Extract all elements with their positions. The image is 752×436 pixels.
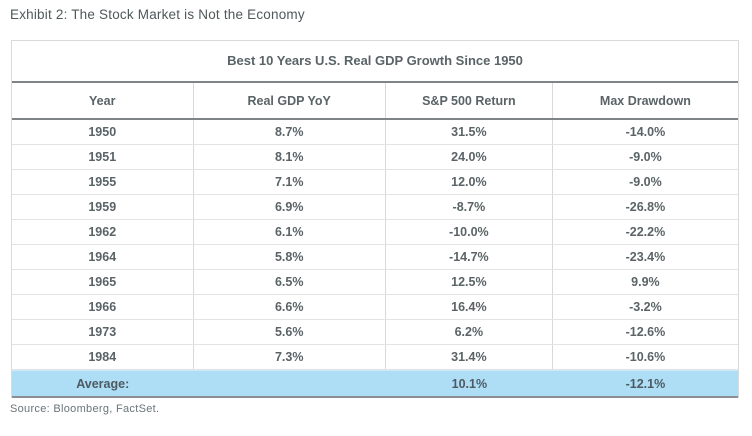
cell-sp500: 31.5%: [386, 120, 553, 144]
cell-gdp: 6.1%: [194, 220, 386, 244]
cell-gdp: 5.8%: [194, 245, 386, 269]
cell-drawdown: -22.2%: [625, 225, 666, 239]
cell-year: 1964: [12, 245, 194, 269]
cell-sp500: 24.0%: [386, 145, 553, 169]
cell-year: 1959: [12, 195, 194, 219]
column-header-sp500: S&P 500 Return: [386, 83, 553, 118]
cell-gdp: 8.7%: [194, 120, 386, 144]
cell-drawdown: -3.2%: [629, 300, 662, 314]
cell-sp500: 31.4%: [386, 345, 553, 369]
table-row: 1965 6.5% 12.5% 9.9%: [12, 270, 738, 295]
average-row: Average: 10.1% -12.1%: [12, 370, 738, 398]
table-row: 1955 7.1% 12.0% -9.0%: [12, 170, 738, 195]
cell-sp500: 12.0%: [386, 170, 553, 194]
cell-drawdown: 9.9%: [631, 275, 660, 289]
cell-drawdown: -9.0%: [629, 175, 662, 189]
cell-drawdown: -26.8%: [625, 200, 666, 214]
table-row: 1964 5.8% -14.7% -23.4%: [12, 245, 738, 270]
cell-year: 1955: [12, 170, 194, 194]
cell-drawdown: -23.4%: [625, 250, 666, 264]
average-label: Average:: [76, 376, 130, 391]
exhibit-title: Exhibit 2: The Stock Market is Not the E…: [10, 7, 305, 22]
table-row: 1984 7.3% 31.4% -10.6%: [12, 345, 738, 370]
table-row: 1966 6.6% 16.4% -3.2%: [12, 295, 738, 320]
column-header-gdp: Real GDP YoY: [194, 83, 386, 118]
table-row: 1951 8.1% 24.0% -9.0%: [12, 145, 738, 170]
average-drawdown-cell: -12.1%: [625, 376, 666, 391]
table-row: 1973 5.6% 6.2% -12.6%: [12, 320, 738, 345]
table-row: 1950 8.7% 31.5% -14.0%: [12, 120, 738, 145]
cell-sp500: -8.7%: [386, 195, 553, 219]
table-row: 1962 6.1% -10.0% -22.2%: [12, 220, 738, 245]
source-note: Source: Bloomberg, FactSet.: [10, 403, 160, 415]
cell-year: 1951: [12, 145, 194, 169]
average-gdp-cell: [194, 371, 386, 396]
cell-drawdown: -10.6%: [625, 350, 666, 364]
column-header-year: Year: [12, 83, 194, 118]
cell-sp500: -14.7%: [386, 245, 553, 269]
cell-sp500: 16.4%: [386, 295, 553, 319]
cell-drawdown: -9.0%: [629, 150, 662, 164]
column-header-drawdown: Max Drawdown: [599, 93, 691, 108]
cell-gdp: 7.3%: [194, 345, 386, 369]
cell-drawdown: -14.0%: [625, 125, 666, 139]
cell-sp500: 6.2%: [386, 320, 553, 344]
cell-gdp: 8.1%: [194, 145, 386, 169]
cell-year: 1965: [12, 270, 194, 294]
cell-gdp: 6.9%: [194, 195, 386, 219]
table-row: 1959 6.9% -8.7% -26.8%: [12, 195, 738, 220]
cell-year: 1962: [12, 220, 194, 244]
table-header-row: Year Real GDP YoY S&P 500 Return Max Dra…: [12, 83, 738, 120]
cell-year: 1973: [12, 320, 194, 344]
cell-year: 1950: [12, 120, 194, 144]
cell-year: 1966: [12, 295, 194, 319]
cell-sp500: -10.0%: [386, 220, 553, 244]
table-title: Best 10 Years U.S. Real GDP Growth Since…: [12, 41, 738, 83]
gdp-table: Best 10 Years U.S. Real GDP Growth Since…: [11, 40, 739, 398]
cell-gdp: 7.1%: [194, 170, 386, 194]
cell-sp500: 12.5%: [386, 270, 553, 294]
cell-year: 1984: [12, 345, 194, 369]
cell-gdp: 6.6%: [194, 295, 386, 319]
cell-gdp: 6.5%: [194, 270, 386, 294]
average-sp500-cell: 10.1%: [451, 376, 488, 391]
cell-gdp: 5.6%: [194, 320, 386, 344]
cell-drawdown: -12.6%: [625, 325, 666, 339]
